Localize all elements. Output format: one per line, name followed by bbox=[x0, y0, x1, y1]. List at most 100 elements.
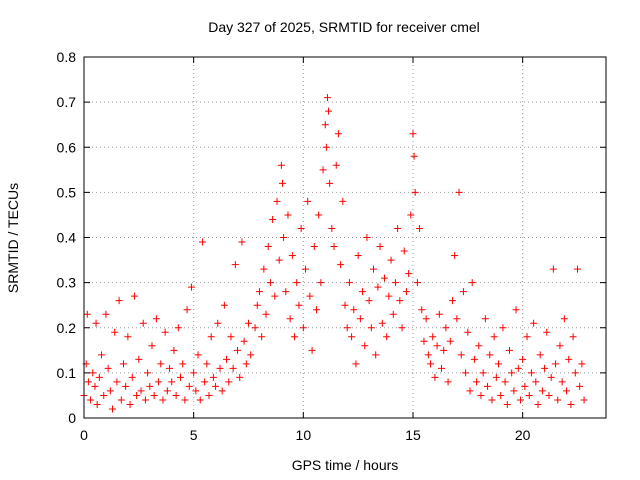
data-point bbox=[209, 373, 217, 381]
data-point bbox=[536, 351, 544, 359]
data-point bbox=[326, 179, 334, 187]
data-point bbox=[218, 387, 226, 395]
data-point bbox=[258, 333, 266, 341]
data-point bbox=[411, 188, 419, 196]
x-tick-label: 0 bbox=[80, 427, 88, 443]
data-point bbox=[418, 306, 426, 314]
data-point bbox=[152, 315, 160, 323]
chart-title: Day 327 of 2025, SRMTID for receiver cme… bbox=[208, 19, 480, 35]
data-point bbox=[448, 297, 456, 305]
data-point bbox=[501, 378, 509, 386]
data-point bbox=[558, 378, 566, 386]
data-point bbox=[253, 301, 261, 309]
data-point bbox=[361, 342, 369, 350]
data-point bbox=[343, 324, 351, 332]
data-point bbox=[380, 274, 388, 282]
data-point bbox=[409, 130, 417, 138]
data-point bbox=[312, 306, 320, 314]
data-point bbox=[168, 378, 176, 386]
data-point bbox=[278, 179, 286, 187]
x-tick-label: 15 bbox=[405, 427, 421, 443]
y-tick-label: 0.8 bbox=[57, 49, 77, 65]
data-point bbox=[264, 243, 272, 251]
data-point bbox=[117, 396, 125, 404]
data-point bbox=[354, 252, 362, 260]
data-point bbox=[183, 306, 191, 314]
data-point bbox=[92, 319, 100, 327]
data-point bbox=[205, 391, 213, 399]
data-point bbox=[481, 315, 489, 323]
data-point bbox=[275, 256, 283, 264]
data-point bbox=[124, 333, 132, 341]
data-point bbox=[431, 373, 439, 381]
data-point bbox=[238, 238, 246, 246]
data-point bbox=[190, 369, 198, 377]
data-point bbox=[569, 333, 577, 341]
data-point bbox=[427, 360, 435, 368]
data-point bbox=[133, 391, 141, 399]
data-point bbox=[242, 360, 250, 368]
data-point bbox=[514, 364, 522, 372]
data-point bbox=[348, 333, 356, 341]
data-point bbox=[98, 351, 106, 359]
data-point bbox=[429, 333, 437, 341]
data-point bbox=[400, 247, 408, 255]
data-point bbox=[299, 324, 307, 332]
data-point bbox=[181, 396, 189, 404]
x-axis-ticks: 0 5 10 15 20 bbox=[80, 57, 531, 443]
data-point bbox=[462, 369, 470, 377]
data-point bbox=[159, 396, 167, 404]
data-point bbox=[365, 297, 373, 305]
data-point bbox=[563, 387, 571, 395]
data-point bbox=[334, 130, 342, 138]
data-point bbox=[420, 337, 428, 345]
data-point bbox=[372, 351, 380, 359]
data-point bbox=[405, 270, 413, 278]
data-point bbox=[315, 211, 323, 219]
data-point bbox=[488, 396, 496, 404]
data-point bbox=[433, 342, 441, 350]
data-point bbox=[119, 360, 127, 368]
data-point bbox=[297, 224, 305, 232]
data-point bbox=[367, 324, 375, 332]
data-point bbox=[444, 378, 452, 386]
data-point bbox=[523, 333, 531, 341]
data-point bbox=[214, 319, 222, 327]
data-point bbox=[198, 238, 206, 246]
data-point bbox=[356, 315, 364, 323]
data-point bbox=[538, 387, 546, 395]
data-point bbox=[109, 405, 117, 413]
data-point bbox=[560, 315, 568, 323]
data-point bbox=[192, 387, 200, 395]
data-point bbox=[111, 328, 119, 336]
data-point bbox=[532, 378, 540, 386]
data-point bbox=[521, 382, 529, 390]
data-point bbox=[216, 364, 224, 372]
data-point bbox=[295, 301, 303, 309]
data-point bbox=[323, 94, 331, 102]
data-point bbox=[310, 243, 318, 251]
data-point bbox=[473, 378, 481, 386]
data-point bbox=[207, 333, 215, 341]
data-point bbox=[161, 328, 169, 336]
data-point bbox=[84, 378, 92, 386]
data-point bbox=[95, 373, 103, 381]
data-point bbox=[146, 382, 154, 390]
data-point bbox=[479, 369, 487, 377]
data-point bbox=[571, 369, 579, 377]
data-point bbox=[484, 382, 492, 390]
data-point bbox=[89, 369, 97, 377]
data-point bbox=[177, 373, 185, 381]
data-point bbox=[201, 378, 209, 386]
data-point bbox=[113, 378, 121, 386]
data-point bbox=[286, 315, 294, 323]
chart-points bbox=[80, 94, 588, 413]
data-point bbox=[148, 342, 156, 350]
x-tick-label: 10 bbox=[296, 427, 312, 443]
data-point bbox=[534, 400, 542, 408]
data-point bbox=[525, 391, 533, 399]
data-point bbox=[549, 265, 557, 273]
data-point bbox=[229, 364, 237, 372]
data-point bbox=[495, 360, 503, 368]
